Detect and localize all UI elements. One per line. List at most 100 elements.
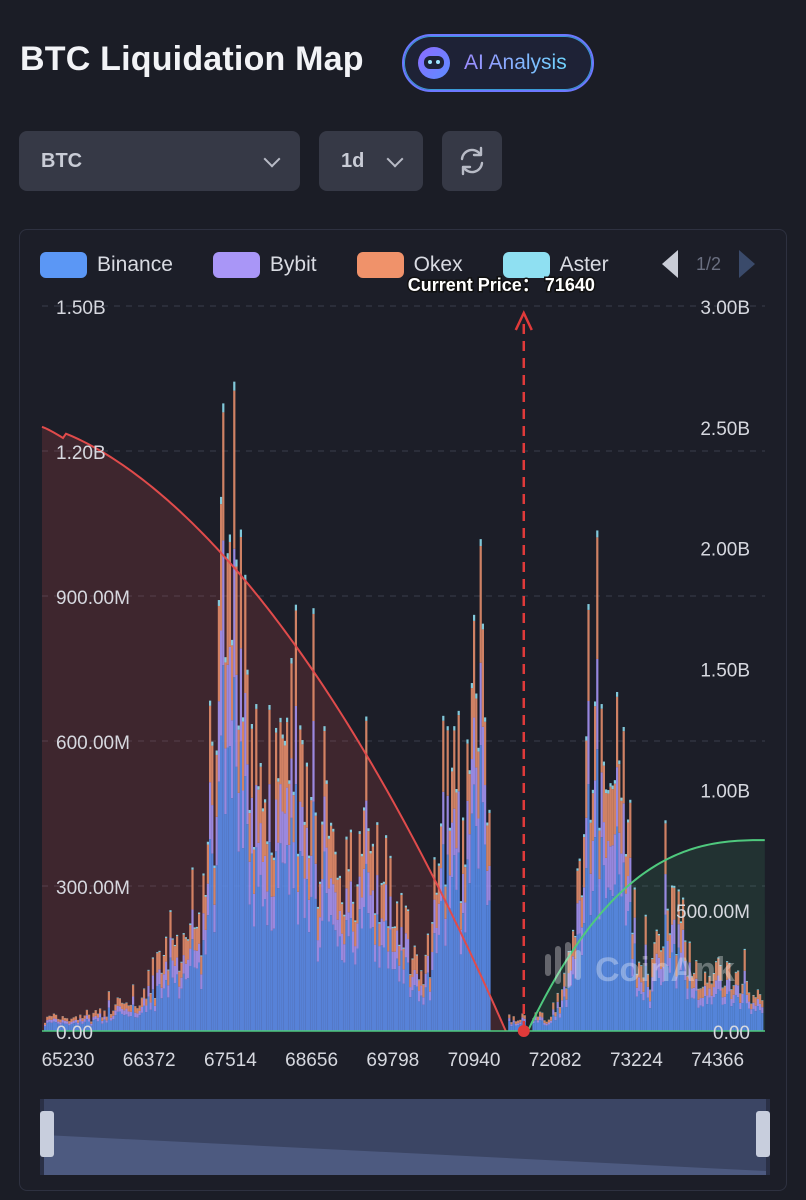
liquidation-bar — [299, 725, 302, 730]
liquidation-bar — [127, 1011, 130, 1017]
liquidation-bar — [209, 705, 212, 783]
liquidation-bar — [473, 717, 476, 785]
liquidation-bar — [589, 873, 592, 916]
liquidation-bar — [327, 835, 330, 839]
liquidation-bar — [646, 973, 649, 975]
liquidation-bar — [576, 870, 579, 904]
liquidation-bar — [288, 844, 291, 895]
liquidation-bar — [187, 939, 190, 941]
refresh-button[interactable] — [442, 131, 502, 191]
liquidation-bar — [420, 985, 423, 996]
legend-item-bybit[interactable]: Bybit — [212, 252, 317, 278]
liquidation-bar — [657, 978, 660, 1031]
liquidation-bar — [211, 853, 214, 1031]
liquidation-bar — [475, 826, 478, 1031]
liquidation-bar — [301, 740, 304, 745]
liquidation-bar — [182, 933, 185, 935]
liquidation-bar — [121, 1008, 124, 1014]
coin-select[interactable]: BTC — [19, 131, 300, 191]
liquidation-bar — [682, 899, 685, 930]
liquidation-bar — [653, 943, 656, 964]
legend-next-icon[interactable] — [739, 250, 756, 278]
liquidation-bar — [180, 977, 183, 989]
liquidation-bar — [541, 1020, 544, 1031]
liquidation-bar — [607, 793, 610, 841]
range-handle-right[interactable] — [756, 1111, 770, 1157]
liquidation-bar — [404, 933, 407, 958]
liquidation-bar — [70, 1018, 73, 1022]
liquidation-bar — [257, 886, 260, 1031]
liquidation-bar — [673, 885, 676, 888]
liquidation-bar — [719, 965, 722, 967]
liquidation-bar — [180, 962, 183, 978]
liquidation-bar — [569, 985, 572, 1031]
liquidation-bar — [149, 1009, 152, 1031]
liquidation-bar — [50, 1019, 53, 1023]
liquidation-bar — [107, 991, 110, 992]
legend-item-binance[interactable]: Binance — [40, 252, 173, 278]
liquidation-bar — [363, 810, 366, 869]
liquidation-bar — [154, 1011, 157, 1031]
ai-analysis-button[interactable]: AI Analysis — [402, 34, 594, 92]
liquidation-bar — [418, 1001, 421, 1031]
liquidation-bar — [745, 1003, 748, 1031]
liquidation-bar — [473, 620, 476, 718]
liquidation-bar — [239, 741, 242, 1031]
liquidation-bar — [479, 745, 482, 1031]
liquidation-bar — [195, 926, 198, 929]
liquidation-bar — [255, 708, 258, 786]
liquidation-bar — [297, 856, 300, 892]
liquidation-bar — [662, 946, 665, 948]
range-navigator[interactable] — [40, 1099, 770, 1175]
liquidation-bar — [356, 886, 359, 924]
timeframe-select[interactable]: 1d — [319, 131, 423, 191]
liquidation-bar — [288, 783, 291, 845]
liquidation-bar — [347, 912, 350, 937]
liquidation-bar — [459, 903, 462, 930]
liquidation-bar — [316, 961, 319, 1031]
legend-item-aster[interactable]: Aster — [502, 252, 609, 278]
liquidation-bar — [668, 933, 671, 935]
legend-item-okex[interactable]: Okex — [356, 252, 463, 278]
liquidation-bar — [147, 985, 150, 997]
liquidation-bar — [74, 1022, 77, 1031]
liquidation-bar — [433, 857, 436, 860]
right-axis-tick: 0.00 — [713, 1023, 750, 1044]
liquidation-bar — [165, 937, 168, 962]
liquidation-bar — [682, 929, 685, 958]
liquidation-bar — [59, 1019, 62, 1023]
liquidation-bar — [666, 966, 669, 1031]
liquidation-bar — [583, 923, 586, 1031]
liquidation-bar — [90, 1021, 93, 1024]
liquidation-bar — [585, 817, 588, 869]
liquidation-bar — [162, 956, 165, 975]
liquidation-bar — [189, 948, 192, 966]
liquidation-bar — [266, 844, 269, 892]
liquidation-bar — [345, 888, 348, 921]
liquidation-bar — [598, 919, 601, 1031]
liquidation-bar — [77, 1024, 80, 1031]
liquidation-bar — [534, 1020, 537, 1031]
liquidation-bar — [745, 980, 748, 982]
liquidation-bar — [303, 824, 306, 879]
range-handle-left[interactable] — [40, 1111, 54, 1157]
liquidation-bar — [552, 1009, 555, 1015]
liquidation-bar — [693, 972, 696, 974]
liquidation-bar — [165, 961, 168, 981]
liquidation-bar — [195, 928, 198, 951]
liquidation-chart[interactable]: 0.00 300.00M 600.00M 900.00M 1.20B 1.50B 0.00 5… — [20, 230, 787, 1090]
liquidation-bar — [653, 981, 656, 1031]
liquidation-bar — [213, 867, 216, 905]
liquidation-bar — [448, 875, 451, 909]
liquidation-bar — [565, 999, 568, 1008]
liquidation-bar — [99, 1017, 102, 1031]
x-axis-tick: 67514 — [204, 1050, 257, 1071]
liquidation-bar — [695, 960, 698, 962]
liquidation-bar — [286, 845, 289, 1031]
liquidation-bar — [222, 540, 225, 666]
liquidation-bar — [92, 1013, 95, 1018]
legend-prev-icon[interactable] — [662, 250, 678, 278]
liquidation-bar — [741, 1003, 744, 1031]
liquidation-bar — [272, 857, 275, 861]
liquidation-bar — [233, 677, 236, 1031]
